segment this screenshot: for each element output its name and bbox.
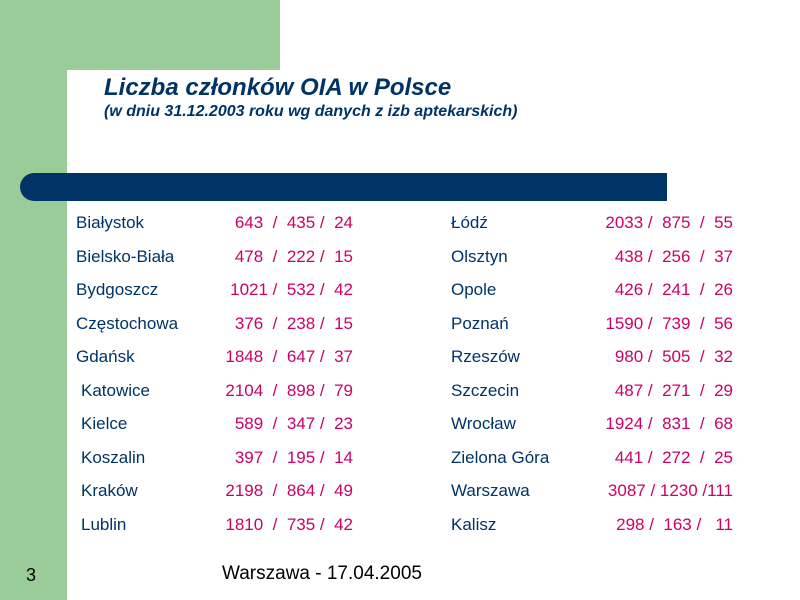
- member-counts: 2033 / 875 / 55: [605, 213, 733, 232]
- table-row: Bielsko-Biała 478 / 222 / 15 Olsztyn 438…: [0, 247, 800, 273]
- table-row: Kielce 589 / 347 / 23 Wrocław 1924 / 831…: [0, 414, 800, 440]
- green-side-band: [0, 0, 67, 600]
- table-row: Białystok 643 / 435 / 24 Łódź 2033 / 875…: [0, 213, 800, 239]
- city-name: Kielce: [81, 414, 128, 433]
- city-name: Zielona Góra: [451, 447, 550, 467]
- city-name: Gdańsk: [76, 347, 135, 366]
- table-row: Kraków 2198 / 864 / 49 Warszawa 3087 / 1…: [0, 481, 800, 507]
- member-counts: 589 / 347 / 23: [234, 414, 353, 433]
- city-name: Szczecin: [451, 380, 520, 400]
- city-name: Bydgoszcz: [76, 280, 159, 299]
- table-row: Koszalin 397 / 195 / 14 Zielona Góra 441…: [0, 448, 800, 474]
- member-counts: 1021 / 532 / 42: [230, 280, 353, 299]
- table-row: Częstochowa 376 / 238 / 15 Poznań 1590 /…: [0, 314, 800, 340]
- city-name: Częstochowa: [76, 313, 179, 333]
- member-counts: 397 / 195 / 14: [234, 447, 353, 467]
- city-name: Łódź: [451, 213, 488, 232]
- member-counts: 487 / 271 / 29: [614, 380, 733, 400]
- city-name: Koszalin: [81, 447, 146, 467]
- member-counts: 2104 / 898 / 79: [225, 380, 353, 400]
- member-counts: 1848 / 647 / 37: [225, 347, 353, 366]
- member-counts: 478 / 222 / 15: [234, 246, 353, 266]
- city-name: Opole: [451, 280, 497, 299]
- city-name: Bielsko-Biała: [76, 246, 175, 266]
- header-bar: [20, 173, 667, 201]
- member-counts: 426 / 241 / 26: [614, 280, 733, 299]
- member-counts: 298 / 163 / 11: [616, 514, 733, 534]
- member-counts: 2198 / 864 / 49: [225, 481, 353, 500]
- city-name: Kraków: [81, 481, 138, 500]
- city-name: Poznań: [451, 313, 509, 333]
- green-top-band: [67, 0, 280, 70]
- member-counts: 980 / 505 / 32: [614, 347, 733, 366]
- member-counts: 3087 / 1230 /111: [607, 481, 733, 500]
- city-name: Olsztyn: [451, 246, 508, 266]
- city-name: Katowice: [81, 380, 150, 400]
- slide-corner: [67, 70, 280, 130]
- table-row: Katowice 2104 / 898 / 79 Szczecin 487 / …: [0, 381, 800, 407]
- city-name: Lublin: [81, 514, 127, 534]
- table-row: Gdańsk 1848 / 647 / 37 Rzeszów 980 / 505…: [0, 347, 800, 373]
- city-name: Warszawa: [451, 481, 530, 500]
- member-counts: 643 / 435 / 24: [234, 213, 353, 232]
- city-name: Wrocław: [451, 414, 516, 433]
- city-name: Kalisz: [451, 514, 497, 534]
- city-name: Białystok: [76, 213, 145, 232]
- city-name: Rzeszów: [451, 347, 520, 366]
- member-counts: 438 / 256 / 37: [614, 246, 733, 266]
- footer-text: Warszawa - 17.04.2005: [222, 563, 422, 584]
- page-number: 3: [26, 565, 37, 585]
- slide-subtitle: (w dniu 31.12.2003 roku wg danych z izb …: [104, 103, 518, 120]
- member-counts: 441 / 272 / 25: [614, 447, 733, 467]
- member-counts: 376 / 238 / 15: [234, 313, 353, 333]
- member-counts: 1924 / 831 / 68: [605, 414, 733, 433]
- table-row: Lublin 1810 / 735 / 42 Kalisz 298 / 163 …: [0, 515, 800, 541]
- slide-title: Liczba członków OIA w Polsce: [104, 74, 452, 101]
- member-counts: 1810 / 735 / 42: [225, 514, 353, 534]
- table-row: Bydgoszcz 1021 / 532 / 42 Opole 426 / 24…: [0, 280, 800, 306]
- member-counts: 1590 / 739 / 56: [605, 313, 733, 333]
